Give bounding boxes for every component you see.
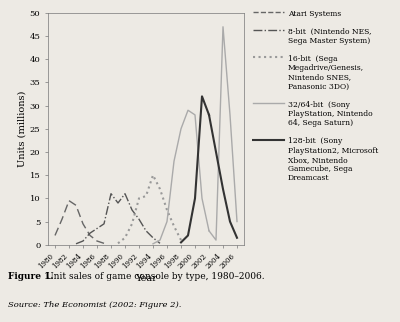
Text: 16-bit  (Sega
Megadrive/Genesis,
Nintendo SNES,
Panasonic 3DO): 16-bit (Sega Megadrive/Genesis, Nintendo…	[288, 55, 364, 91]
Text: Unit sales of game console by type, 1980–2006.: Unit sales of game console by type, 1980…	[46, 272, 265, 281]
Y-axis label: Units (millions): Units (millions)	[18, 90, 27, 167]
Text: Figure 1.: Figure 1.	[8, 272, 54, 281]
Text: Source: The Economist (2002: Figure 2).: Source: The Economist (2002: Figure 2).	[8, 301, 181, 309]
Text: 128-bit  (Sony
PlayStation2, Microsoft
Xbox, Nintendo
Gamecube, Sega
Dreamcast: 128-bit (Sony PlayStation2, Microsoft Xb…	[288, 137, 378, 182]
Text: Atari Systems: Atari Systems	[288, 10, 341, 18]
Text: 8-bit  (Nintendo NES,
Sega Master System): 8-bit (Nintendo NES, Sega Master System)	[288, 28, 372, 45]
Text: 32/64-bit  (Sony
PlayStation, Nintendo
64, Sega Saturn): 32/64-bit (Sony PlayStation, Nintendo 64…	[288, 101, 373, 127]
X-axis label: Year: Year	[135, 273, 157, 282]
